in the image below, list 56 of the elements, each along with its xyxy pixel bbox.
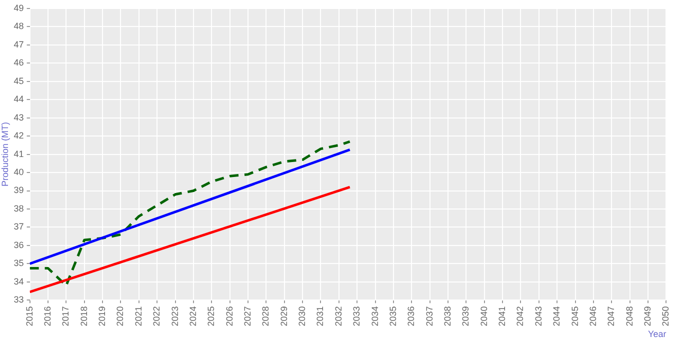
x-tick-label: 2019 [97, 306, 108, 326]
x-tick-label: 2034 [370, 306, 380, 326]
y-tick-label: 35 [14, 258, 24, 268]
x-tick-label: 2030 [297, 306, 308, 326]
x-tick-label: 2043 [533, 306, 544, 326]
y-tick-label: 41 [14, 148, 24, 159]
x-tick-label: 2048 [624, 306, 634, 326]
x-tick-label: 2023 [170, 306, 180, 326]
x-tick-label: 2033 [352, 306, 362, 326]
y-tick-label: 45 [14, 76, 24, 86]
y-tick-label: 38 [14, 203, 24, 214]
y-tick-label: 34 [14, 276, 24, 286]
x-tick-label: 2016 [42, 306, 52, 326]
x-tick-label: 2021 [133, 306, 144, 326]
x-axis-title: Year [648, 329, 666, 340]
x-tick-label: 2026 [224, 306, 234, 326]
y-tick-label: 42 [14, 130, 24, 141]
y-axis-title: Production (MT) [0, 122, 10, 187]
x-tick-label: 2031 [315, 306, 326, 326]
x-tick-label: 2018 [78, 306, 89, 326]
y-tick-label: 33 [14, 294, 24, 305]
x-tick-label: 2042 [515, 306, 526, 326]
x-tick-label: 2041 [497, 306, 508, 326]
y-tick-label: 37 [14, 222, 24, 232]
x-tick-label: 2046 [588, 306, 598, 326]
x-tick-label: 2050 [660, 306, 671, 326]
y-tick-label: 46 [14, 58, 24, 68]
line-series [30, 140, 352, 287]
x-tick-label: 2017 [60, 306, 71, 326]
x-tick-label: 2045 [570, 306, 580, 326]
x-tick-label: 2040 [478, 306, 489, 326]
x-tick-label: 2032 [333, 306, 344, 326]
y-tick-label: 48 [14, 21, 24, 32]
x-tick-label: 2022 [152, 306, 162, 326]
y-tick-label: 44 [14, 94, 24, 104]
x-tick-label: 2028 [260, 306, 271, 326]
x-tick-label: 2020 [115, 306, 126, 326]
y-tick-label: 39 [14, 185, 24, 196]
y-tick-label: 47 [14, 39, 24, 50]
x-tick-label: 2029 [278, 306, 289, 326]
y-tick-label: 49 [14, 2, 24, 13]
x-tick-label: 2044 [552, 306, 562, 326]
x-tick-label: 2049 [642, 306, 652, 326]
x-tick-label: 2027 [242, 306, 252, 326]
x-tick-label: 2036 [406, 306, 416, 326]
x-tick-label: 2015 [24, 306, 34, 326]
x-tick-label: 2035 [388, 306, 398, 326]
x-tick-label: 2025 [206, 306, 216, 326]
x-tick-label: 2037 [424, 306, 434, 326]
x-tick-label: 2039 [460, 306, 471, 326]
x-tick-label: 2024 [188, 306, 198, 326]
x-tick-label: 2038 [442, 306, 452, 326]
y-tick-label: 36 [14, 240, 24, 250]
y-tick-label: 43 [14, 112, 24, 122]
y-tick-label: 40 [14, 167, 24, 178]
x-tick-label: 2047 [606, 306, 616, 326]
